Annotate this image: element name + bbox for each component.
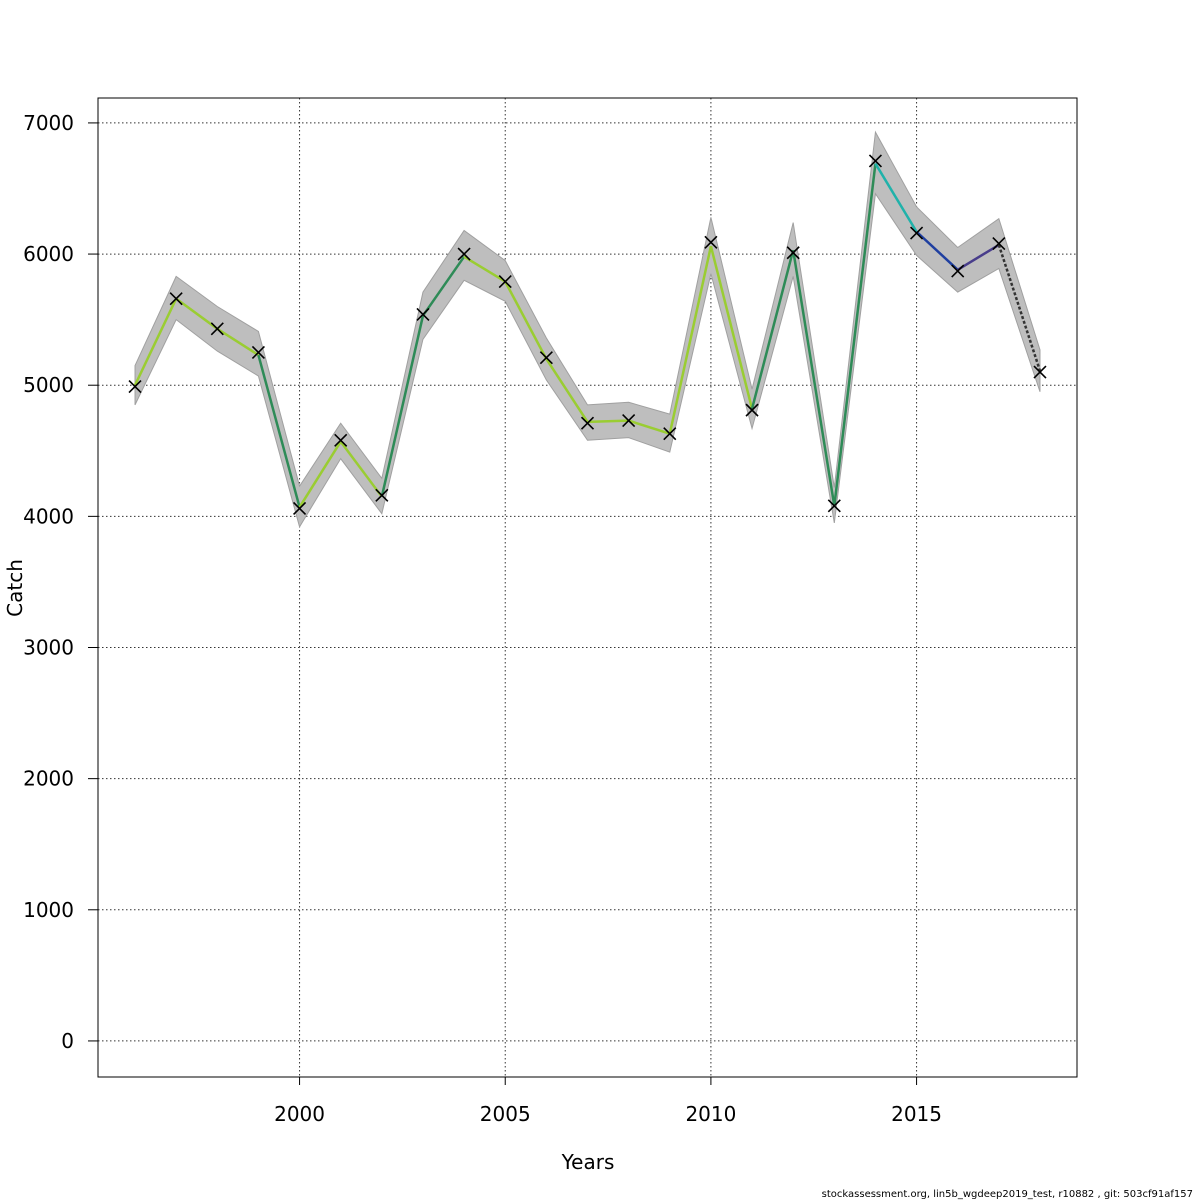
observed-point (745, 403, 759, 417)
estimate-line-segment (545, 358, 589, 423)
x-tick-label: 2015 (891, 1102, 942, 1126)
observed-point (251, 345, 265, 359)
observed-point (539, 351, 553, 365)
observed-point (622, 414, 636, 428)
estimate-line-segment (833, 163, 877, 507)
observed-point (498, 275, 512, 289)
estimate-line-segment (997, 244, 1042, 372)
estimate-line-segment (874, 162, 918, 233)
y-tick-label: 7000 (23, 111, 74, 135)
x-tick-label: 2010 (685, 1102, 736, 1126)
estimate-line-segment (791, 249, 836, 507)
observed-point (169, 292, 183, 306)
observed-point (210, 322, 224, 336)
observed-point (910, 226, 924, 240)
y-tick-label: 2000 (23, 767, 74, 791)
estimate-line-segment (339, 440, 383, 498)
estimate-line-segment (421, 255, 466, 317)
estimate-line-segment (257, 354, 301, 508)
estimate-line-segment (298, 440, 342, 508)
estimate-line-segment (504, 281, 548, 360)
confidence-band-area (134, 130, 1041, 529)
footer-note: stockassessment.org, lin5b_wgdeep2019_te… (822, 1189, 1193, 1200)
y-tick-label: 4000 (23, 504, 74, 528)
observed-point (580, 416, 595, 430)
estimate-line-segment (175, 297, 219, 330)
estimate-line-segment (915, 230, 959, 271)
observed-point (827, 499, 841, 513)
observed-point (704, 235, 718, 249)
observed-point (292, 501, 307, 516)
observed-point (786, 246, 800, 260)
y-tick-label: 5000 (23, 373, 74, 397)
y-tick-label: 3000 (23, 635, 74, 659)
observed-point (663, 427, 677, 441)
estimate-line-segment (380, 315, 425, 497)
observed-point (1033, 365, 1047, 379)
x-axis: 2000 2005 2010 2015 (274, 1077, 942, 1126)
estimate-line-segment (216, 327, 260, 357)
estimate-line-segment (750, 249, 795, 410)
estimate-line-segment (957, 243, 1000, 271)
x-tick-label: 2000 (274, 1102, 325, 1126)
observed-points (128, 154, 1047, 516)
estimate-line-segment (628, 419, 671, 435)
estimate-line-segment (587, 419, 629, 424)
estimate-line-segment (463, 255, 506, 283)
estimate-line-segment (668, 245, 713, 434)
confidence-band (134, 130, 1041, 529)
plot-frame (97, 97, 1078, 1078)
observed-point (128, 379, 142, 394)
observed-point (375, 488, 389, 502)
y-axis: 0 1000 2000 3000 4000 5000 6000 7000 (23, 111, 98, 1053)
estimate-line (133, 162, 1042, 508)
estimate-line-segment (709, 245, 754, 410)
observed-point (334, 433, 348, 447)
y-tick-label: 6000 (23, 242, 74, 266)
y-tick-label: 1000 (23, 898, 74, 922)
gridlines (98, 98, 1077, 1077)
x-tick-label: 2005 (480, 1102, 531, 1126)
observed-point (457, 247, 471, 261)
observed-point (992, 237, 1006, 251)
observed-point (951, 264, 965, 278)
observed-point (416, 307, 430, 321)
x-axis-title: Years (561, 1150, 615, 1174)
observed-point (868, 154, 883, 168)
estimate-line-segment (133, 298, 178, 386)
y-axis-title: Catch (3, 559, 27, 617)
y-tick-label: 0 (61, 1029, 74, 1053)
